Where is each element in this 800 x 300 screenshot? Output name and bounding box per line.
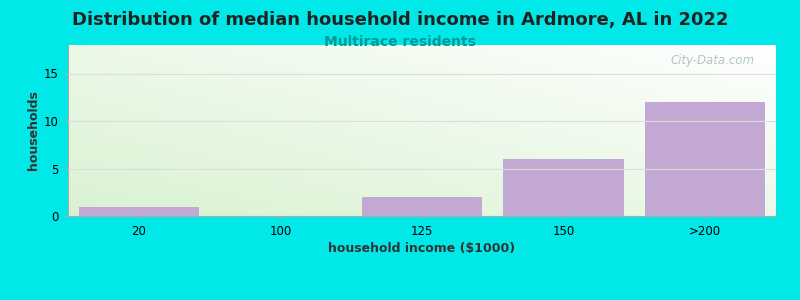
Bar xyxy=(78,206,199,216)
Text: Multirace residents: Multirace residents xyxy=(324,34,476,49)
Bar xyxy=(645,102,766,216)
Y-axis label: households: households xyxy=(27,91,40,170)
Text: Distribution of median household income in Ardmore, AL in 2022: Distribution of median household income … xyxy=(72,11,728,28)
Bar xyxy=(503,159,624,216)
Bar xyxy=(362,197,482,216)
Text: City-Data.com: City-Data.com xyxy=(670,53,754,67)
X-axis label: household income ($1000): household income ($1000) xyxy=(329,242,515,255)
